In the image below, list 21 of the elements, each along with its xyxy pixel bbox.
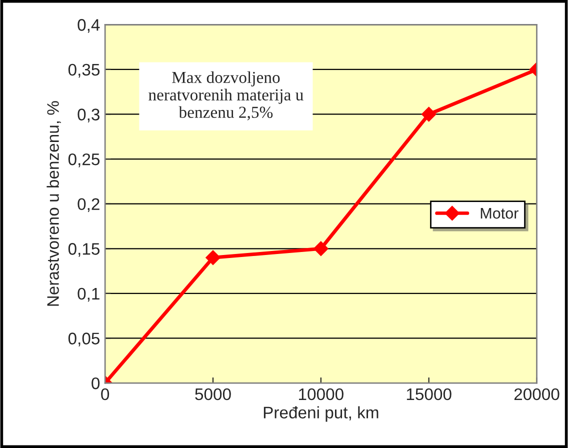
x-tick-label: 5000 — [195, 388, 231, 400]
y-tick-label: 0,2 — [78, 198, 100, 212]
x-axis-title: Pređeni put, km — [264, 406, 378, 422]
x-tick-label: 20000 — [514, 388, 560, 400]
y-tick-label: 0,35 — [68, 64, 100, 78]
point — [314, 241, 328, 256]
y-tick-label: 0,3 — [78, 108, 100, 122]
point — [421, 106, 436, 122]
y-axis-title: Nerastvoreno u benzenu, % — [46, 101, 61, 306]
y-tick-label: 0,4 — [78, 19, 100, 33]
y-tick-label: 0,05 — [68, 332, 100, 346]
point — [206, 250, 220, 265]
y-tick-label: 0,15 — [68, 243, 100, 257]
y-tick-label: 0 — [92, 377, 100, 390]
y-tick-label: 0,1 — [78, 288, 100, 302]
x-tick-label: 10000 — [299, 388, 344, 400]
x-tick-label: 0 — [101, 388, 110, 400]
x-tick-label: 15000 — [406, 388, 452, 400]
annotation: Max dozvoljeno neratvorenih materija u benzenu 2,5% — [148, 71, 304, 120]
legend-label: Motor — [480, 208, 518, 219]
y-tick-label: 0,25 — [68, 153, 100, 168]
